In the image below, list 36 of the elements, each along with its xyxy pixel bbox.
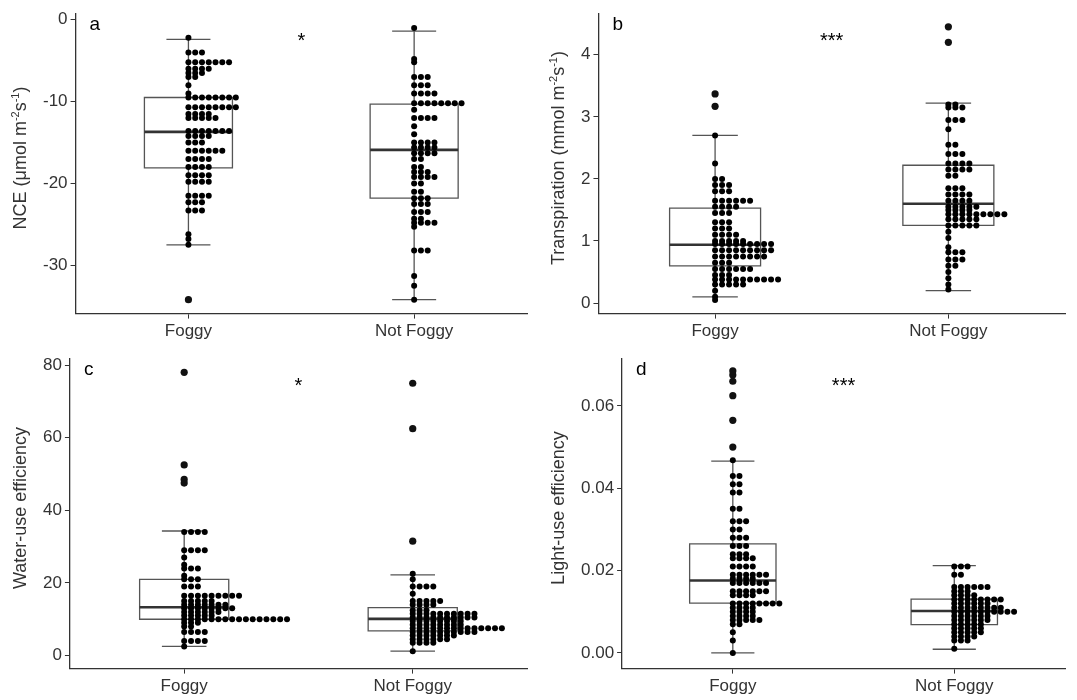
annotation: * — [294, 373, 303, 396]
x-tick-label: Not Foggy — [915, 676, 994, 696]
annotation: c — [83, 357, 94, 379]
y-tick-label: -20 — [42, 173, 68, 193]
annotation: a — [89, 12, 101, 34]
y-tick-label: 4 — [580, 44, 591, 64]
y-tick-label: 0.00 — [580, 642, 615, 662]
y-axis-title: Light-use efficiency — [547, 430, 569, 585]
y-tick-label: 1 — [580, 230, 591, 250]
y-tick-label: 2 — [580, 168, 591, 188]
x-tick-label: Foggy — [709, 676, 757, 696]
annotation: b — [612, 12, 624, 34]
x-tick-label: Foggy — [164, 321, 213, 341]
y-tick-label: 0 — [580, 292, 591, 312]
y-tick-label: 20 — [42, 572, 62, 592]
y-tick-label: 3 — [580, 106, 591, 126]
annotation: *** — [831, 373, 856, 396]
x-tick-label: Not Foggy — [909, 321, 989, 341]
y-tick-label: -30 — [42, 254, 68, 274]
y-tick-label: 0.04 — [580, 477, 615, 497]
y-tick-label: -10 — [42, 91, 68, 111]
annotation: * — [297, 28, 306, 51]
y-tick-label: 60 — [42, 427, 62, 447]
y-tick-label: 0 — [52, 645, 62, 665]
y-tick-label: 0.06 — [580, 395, 615, 415]
x-tick-label: Not Foggy — [373, 676, 453, 696]
x-tick-label: Foggy — [160, 676, 209, 696]
y-tick-label: 40 — [42, 500, 62, 519]
annotation: d — [636, 357, 647, 379]
y-tick-label: 80 — [42, 354, 62, 374]
x-tick-label: Not Foggy — [374, 321, 454, 341]
y-axis-title: Water-use efficiency — [9, 426, 31, 589]
y-tick-label: 0.02 — [580, 560, 615, 580]
x-tick-label: Foggy — [691, 321, 740, 341]
y-tick-label: 0 — [58, 9, 68, 29]
annotation: *** — [820, 28, 844, 51]
